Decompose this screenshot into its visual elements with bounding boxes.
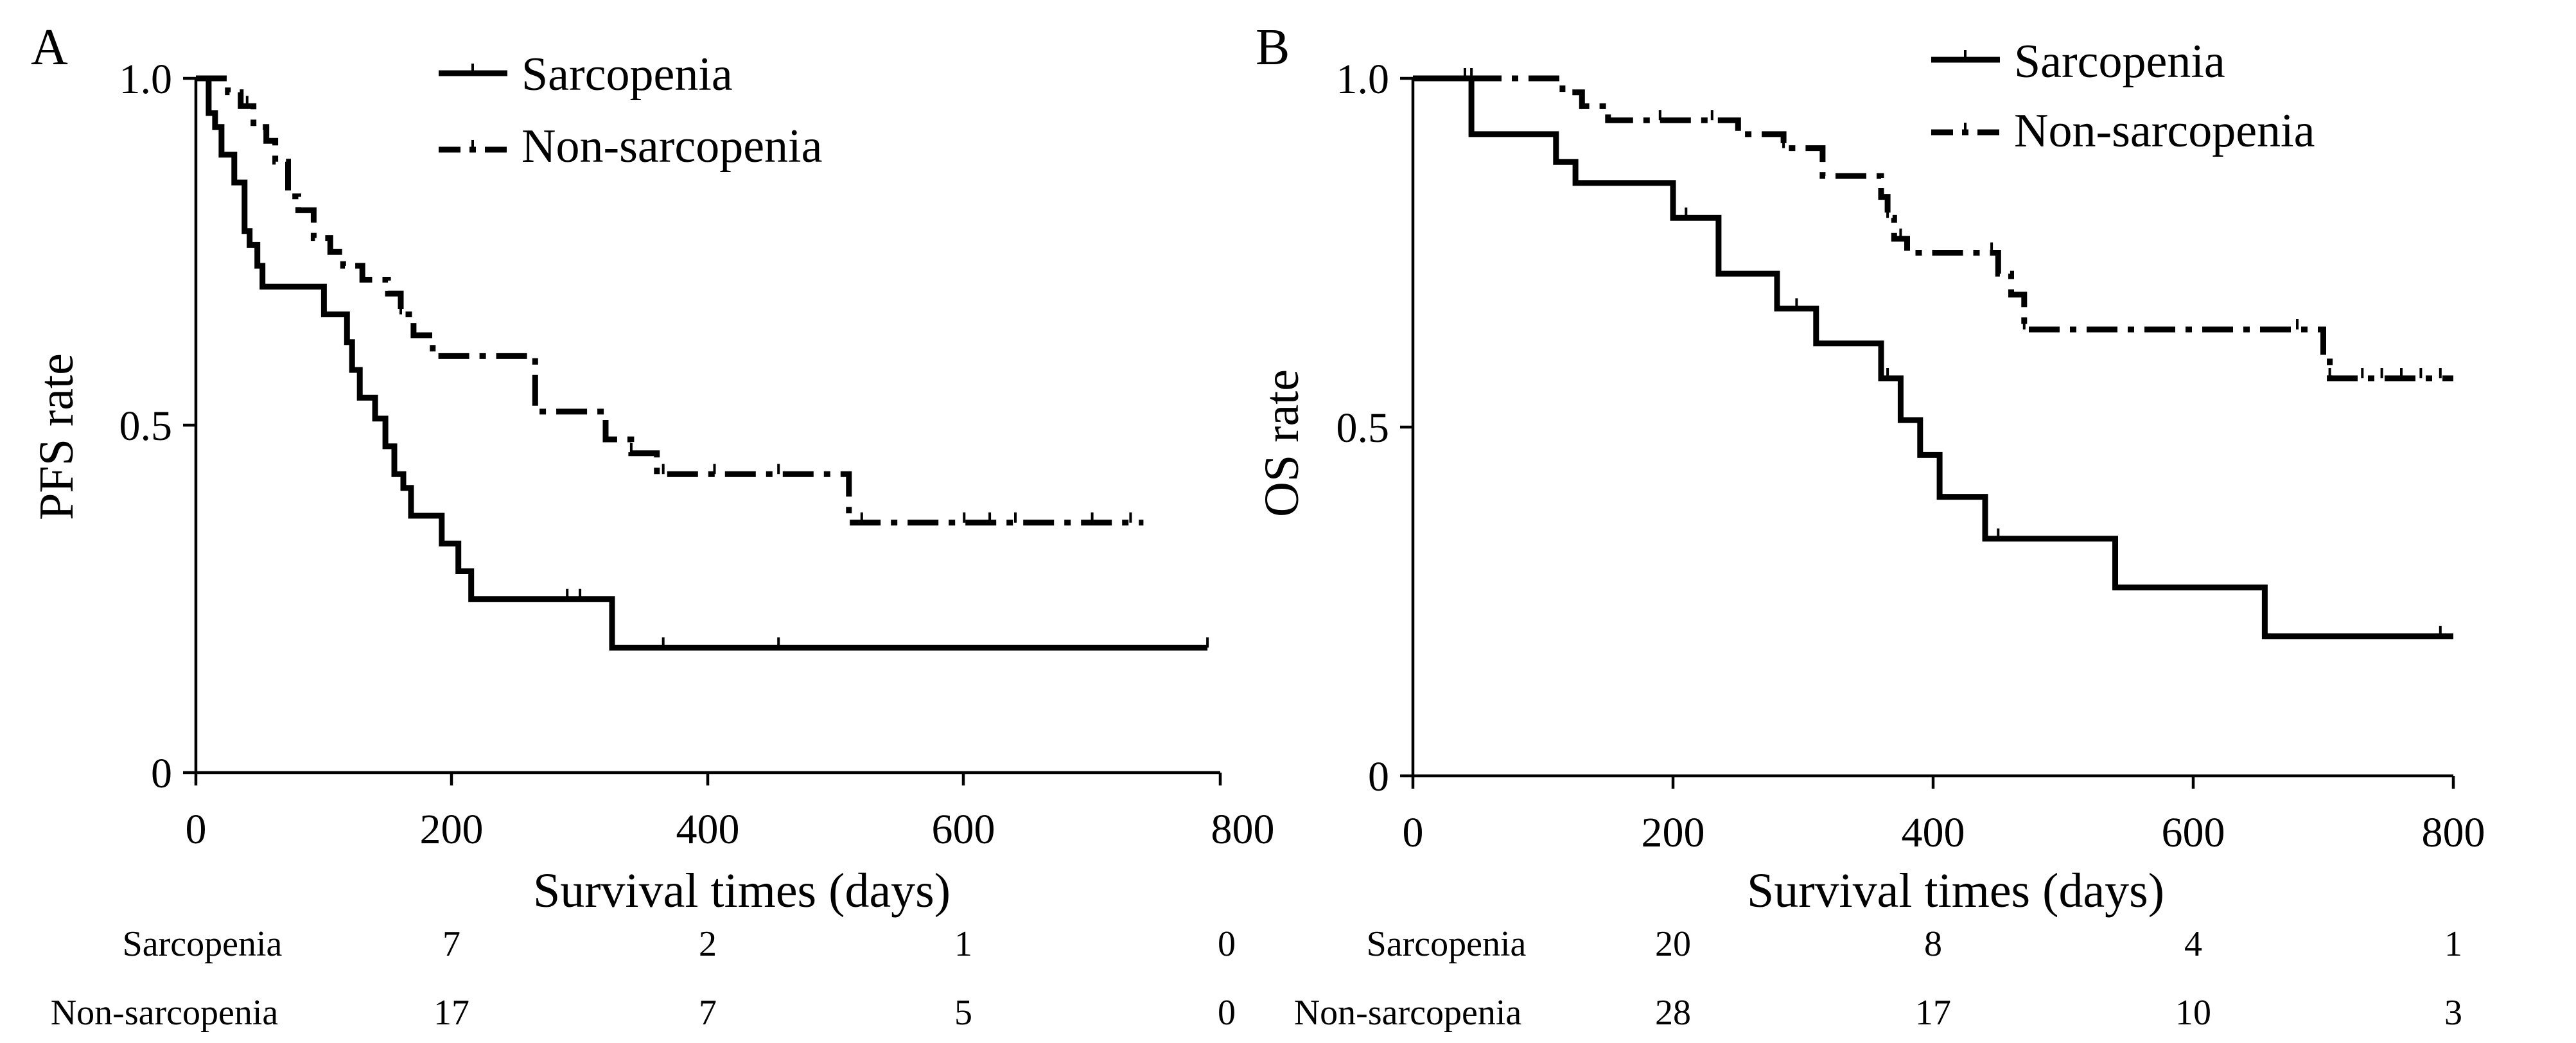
non-sarcopenia-censor-marks: [1470, 68, 2442, 378]
legend-sarcopenia-label: Sarcopenia: [521, 48, 733, 101]
risk-row-label: Non-sarcopenia: [51, 993, 279, 1033]
legend-non-sarcopenia-label: Non-sarcopenia: [521, 120, 822, 173]
y-tick-label: 0: [151, 750, 172, 797]
risk-count: 0: [1218, 924, 1236, 964]
risk-row-label: Sarcopenia: [123, 924, 283, 964]
risk-count: 17: [1915, 993, 1951, 1033]
non-sarcopenia-curve: [1413, 75, 2453, 381]
risk-count: 2: [699, 924, 717, 964]
legend-sarcopenia-label: Sarcopenia: [2014, 35, 2225, 88]
y-tick-label: 0: [1368, 753, 1389, 800]
risk-count: 20: [1655, 924, 1691, 964]
x-tick-label: 800: [1211, 806, 1275, 853]
risk-row-label: Sarcopenia: [1367, 924, 1527, 964]
y-tick-label: 1.0: [119, 56, 173, 103]
x-axis-title: Survival times (days): [533, 864, 951, 918]
x-axis-title: Survival times (days): [1747, 864, 2164, 918]
y-tick-label: 0.5: [119, 403, 173, 450]
sarcopenia-curve: [196, 75, 1208, 651]
y-axis-title: PFS rate: [30, 353, 83, 520]
legend: Sarcopenia Non-sarcopenia: [1931, 35, 2315, 157]
risk-count: 5: [954, 993, 972, 1033]
sarcopenia-censor-marks: [566, 588, 1209, 648]
sarcopenia-censor-marks: [1464, 68, 2442, 636]
risk-count: 10: [2175, 993, 2211, 1033]
panel-a: A 1.0 0.5 0 0 200 400 600 800 Survival t…: [30, 19, 1275, 1033]
x-tick-label: 600: [2162, 809, 2225, 856]
x-tick-label: 400: [1902, 809, 1965, 856]
risk-count: 1: [954, 924, 972, 964]
x-tick-label: 200: [420, 806, 484, 853]
risk-count: 17: [434, 993, 469, 1033]
risk-count: 1: [2444, 924, 2462, 964]
non-sarcopenia-censor-marks: [245, 96, 1132, 523]
x-tick-label: 0: [1403, 809, 1424, 856]
legend: Sarcopenia Non-sarcopenia: [439, 48, 822, 173]
risk-count: 7: [699, 993, 717, 1033]
sarcopenia-curve: [1413, 75, 2453, 640]
risk-row-label: Non-sarcopenia: [1294, 993, 1522, 1033]
x-tick-label: 800: [2422, 809, 2485, 856]
risk-count: 28: [1655, 993, 1691, 1033]
non-sarcopenia-curve: [196, 75, 1144, 526]
y-tick-label: 0.5: [1336, 405, 1390, 451]
x-tick-label: 600: [932, 806, 995, 853]
risk-table: Sarcopenia Non-sarcopenia 20 8 4 1 28 17…: [1294, 924, 2462, 1033]
x-tick-label: 400: [676, 806, 740, 853]
x-tick-label: 0: [186, 806, 207, 853]
risk-count: 0: [1218, 993, 1236, 1033]
risk-count: 8: [1924, 924, 1942, 964]
y-tick-label: 1.0: [1336, 56, 1390, 103]
x-tick-label: 200: [1642, 809, 1705, 856]
risk-table: Sarcopenia Non-sarcopenia 7 2 1 0 17 7 5…: [51, 924, 1236, 1033]
panel-b: B 1.0 0.5 0 0 200 400 600 800 Survival t…: [1255, 19, 2485, 1033]
panel-letter: B: [1256, 19, 1290, 76]
legend-non-sarcopenia-label: Non-sarcopenia: [2014, 105, 2315, 157]
panel-letter: A: [31, 19, 68, 76]
risk-count: 3: [2444, 993, 2462, 1033]
risk-count: 4: [2184, 924, 2202, 964]
y-axis-title: OS rate: [1255, 369, 1309, 517]
risk-count: 7: [442, 924, 460, 964]
